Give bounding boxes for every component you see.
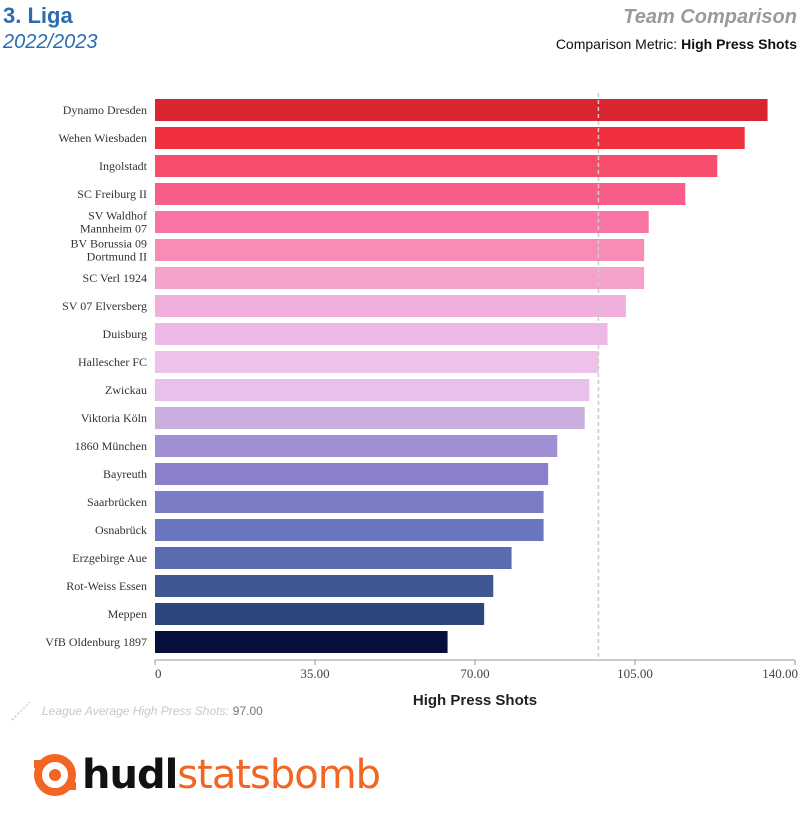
bar-1 bbox=[155, 127, 745, 149]
category-label-13: Bayreuth bbox=[103, 467, 147, 481]
bar-2 bbox=[155, 155, 718, 177]
bar-16 bbox=[155, 547, 512, 569]
average-value: 97.00 bbox=[232, 704, 263, 718]
category-label-19: VfB Oldenburg 1897 bbox=[45, 635, 147, 649]
category-label-4: SV Waldhof Mannheim 07 bbox=[80, 209, 147, 236]
category-label-10: Zwickau bbox=[105, 383, 147, 397]
x-axis-title: High Press Shots bbox=[413, 692, 537, 709]
x-tick-label-4: 140.00 bbox=[762, 666, 798, 681]
bar-0 bbox=[155, 99, 768, 121]
metric-name: High Press Shots bbox=[681, 36, 797, 52]
report-title: Team Comparison bbox=[623, 6, 797, 28]
hudl-statsbomb-logo: hudl statsbomb bbox=[32, 752, 381, 798]
category-label-17: Rot-Weiss Essen bbox=[66, 579, 147, 593]
bar-17 bbox=[155, 575, 494, 597]
category-label-3: SC Freiburg II bbox=[77, 187, 147, 201]
bar-13 bbox=[155, 463, 549, 485]
bar-3 bbox=[155, 183, 686, 205]
x-axis: 0 35.00 70.00 105.00 140.00 bbox=[154, 659, 798, 681]
bar-10 bbox=[155, 379, 590, 401]
x-tick-label-3: 105.00 bbox=[617, 666, 653, 681]
metric-prefix: Comparison Metric: bbox=[555, 36, 678, 52]
category-label-8: Duisburg bbox=[103, 327, 147, 341]
bar-12 bbox=[155, 435, 558, 457]
category-label-12: 1860 München bbox=[75, 439, 147, 453]
x-tick-label-2: 70.00 bbox=[460, 666, 489, 681]
category-label-14: Saarbrücken bbox=[87, 495, 147, 509]
statsbomb-logo-icon bbox=[34, 754, 76, 796]
bar-6 bbox=[155, 267, 645, 289]
average-label: League Average High Press Shots: bbox=[42, 704, 229, 718]
category-label-16: Erzgebirge Aue bbox=[72, 551, 147, 565]
bar-15 bbox=[155, 519, 544, 541]
bar-5 bbox=[155, 239, 645, 261]
category-label-2: Ingolstadt bbox=[99, 159, 148, 173]
bar-7 bbox=[155, 295, 626, 317]
bar-9 bbox=[155, 351, 599, 373]
logo-hudl-text: hudl bbox=[82, 752, 178, 798]
category-label-7: SV 07 Elversberg bbox=[62, 299, 147, 313]
bar-18 bbox=[155, 603, 485, 625]
bar-19 bbox=[155, 631, 448, 653]
category-label-0: Dynamo Dresden bbox=[63, 103, 147, 117]
bar-8 bbox=[155, 323, 608, 345]
bar-11 bbox=[155, 407, 585, 429]
category-label-11: Viktoria Köln bbox=[81, 411, 147, 425]
category-label-15: Osnabrück bbox=[95, 523, 147, 537]
average-note: League Average High Press Shots: 97.00 bbox=[10, 700, 263, 722]
bar-14 bbox=[155, 491, 544, 513]
bars-group bbox=[155, 99, 768, 653]
bar-4 bbox=[155, 211, 649, 233]
season-label: 2022/2023 bbox=[3, 31, 98, 53]
x-tick-label-1: 35.00 bbox=[300, 666, 329, 681]
category-label-9: Hallescher FC bbox=[78, 355, 147, 369]
category-label-6: SC Verl 1924 bbox=[83, 271, 147, 285]
category-label-1: Wehen Wiesbaden bbox=[58, 131, 147, 145]
league-title: 3. Liga bbox=[3, 3, 73, 28]
comparison-metric: Comparison Metric: High Press Shots bbox=[556, 36, 797, 52]
x-tick-label-0: 0 bbox=[155, 666, 162, 681]
category-label-18: Meppen bbox=[108, 607, 147, 621]
logo-statsbomb-text: statsbomb bbox=[177, 752, 381, 798]
dashed-line-icon bbox=[11, 701, 31, 721]
category-label-5: BV Borussia 09 Dortmund II bbox=[71, 237, 147, 264]
category-labels: Dynamo Dresden Wehen Wiesbaden Ingolstadt S… bbox=[45, 103, 147, 649]
